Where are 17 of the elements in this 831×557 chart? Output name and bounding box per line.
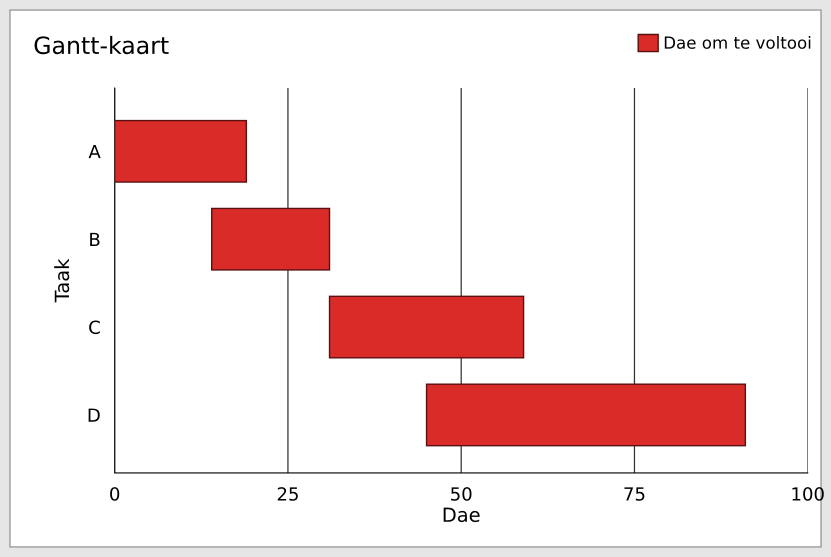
y-tick-label: A bbox=[88, 144, 101, 158]
x-tick-label: 25 bbox=[278, 487, 298, 501]
bar bbox=[114, 120, 248, 183]
x-tick-label: 50 bbox=[451, 487, 472, 501]
y-tick-label: D bbox=[88, 408, 100, 422]
y-axis-title: Taak bbox=[54, 258, 70, 302]
bar bbox=[328, 296, 524, 358]
legend-label: Dae om te voltooi bbox=[664, 36, 810, 49]
x-tick-label: 0 bbox=[110, 487, 120, 501]
x-axis-title: Dae bbox=[444, 508, 480, 522]
x-tick-label: 75 bbox=[624, 487, 644, 501]
bar bbox=[211, 208, 330, 271]
y-tick-label: C bbox=[89, 320, 100, 334]
x-tick-label: 100 bbox=[792, 487, 824, 501]
bar bbox=[426, 383, 746, 446]
chart-title: Gantt-kaart bbox=[34, 36, 169, 54]
y-tick-label: B bbox=[90, 232, 100, 246]
